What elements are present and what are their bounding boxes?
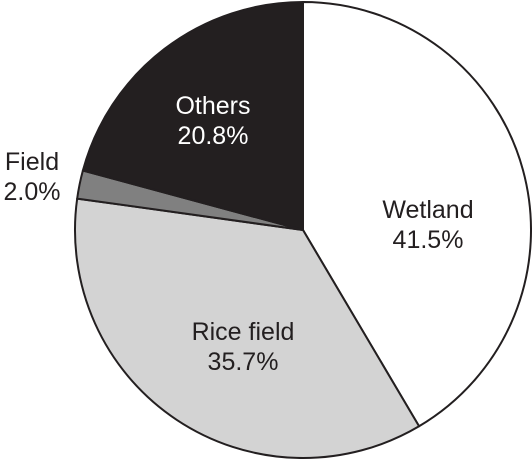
slice-value-field: 2.0% xyxy=(4,178,61,206)
pie-slice-others xyxy=(81,1,304,231)
slice-label-rice-field: Rice field xyxy=(192,318,295,346)
pie-slice-rice-field xyxy=(74,197,421,459)
slice-value-wetland: 41.5% xyxy=(393,226,464,254)
slice-label-wetland: Wetland xyxy=(382,196,473,224)
slice-value-rice-field: 35.7% xyxy=(208,348,279,376)
pie-slices xyxy=(74,1,532,459)
slice-value-others: 20.8% xyxy=(178,122,249,150)
pie-slice-wetland xyxy=(302,1,532,428)
slice-label-others: Others xyxy=(175,92,250,120)
slice-label-field: Field xyxy=(5,148,59,176)
